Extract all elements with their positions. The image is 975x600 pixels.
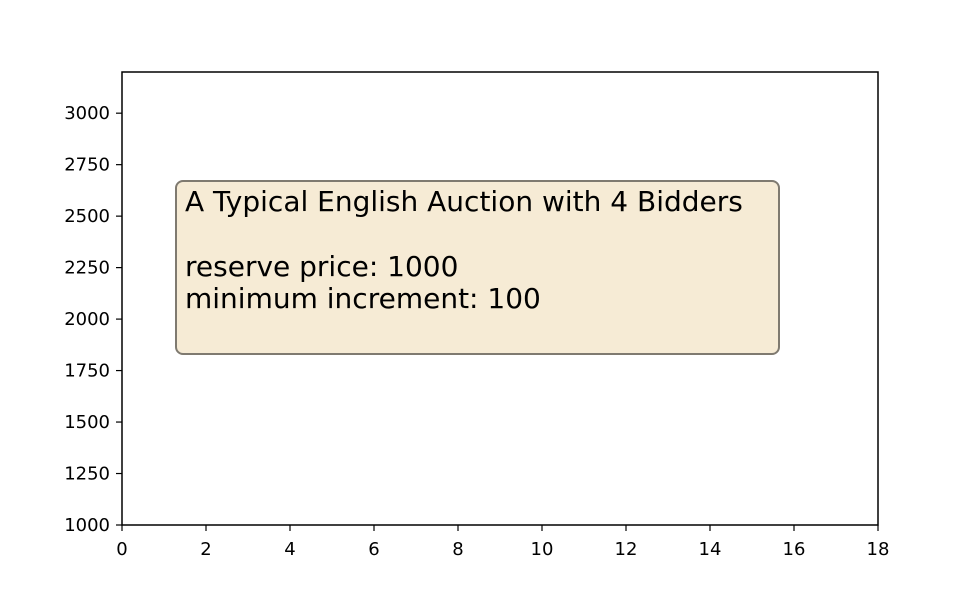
annotation-reserve-price: reserve price: 1000: [185, 250, 458, 283]
x-tick-label: 10: [531, 539, 554, 560]
x-tick-label: 8: [452, 539, 463, 560]
x-tick-label: 16: [783, 539, 806, 560]
y-tick-label: 1750: [64, 361, 110, 382]
plot-frame: [121, 71, 879, 526]
y-tick-label: 1250: [64, 464, 110, 485]
annotation-background: [175, 180, 780, 355]
y-tick-label: 2000: [64, 309, 110, 330]
x-tick-label: 2: [200, 539, 211, 560]
x-axis-ticks: 0 2 4 6 8 10 12 14 16 18: [116, 525, 889, 560]
y-axis-ticks: 1000 1250 1500 1750 2000 2250 2500 2750 3000: [64, 103, 122, 536]
y-tick-label: 2750: [64, 155, 110, 176]
annotation-title: A Typical English Auction with 4 Bidders: [185, 185, 743, 218]
y-tick-label: 2500: [64, 206, 110, 227]
y-tick-label: 2250: [64, 258, 110, 279]
y-tick-label: 1000: [64, 515, 110, 536]
y-tick-label: 1500: [64, 412, 110, 433]
y-tick-label: 3000: [64, 103, 110, 124]
x-tick-label: 12: [615, 539, 638, 560]
x-tick-label: 14: [699, 539, 722, 560]
annotation-minimum-increment: minimum increment: 100: [185, 282, 541, 315]
x-tick-label: 4: [284, 539, 295, 560]
annotation-box: A Typical English Auction with 4 Bidders…: [175, 180, 780, 355]
x-tick-label: 6: [368, 539, 379, 560]
x-tick-label: 18: [867, 539, 890, 560]
x-tick-label: 0: [116, 539, 127, 560]
